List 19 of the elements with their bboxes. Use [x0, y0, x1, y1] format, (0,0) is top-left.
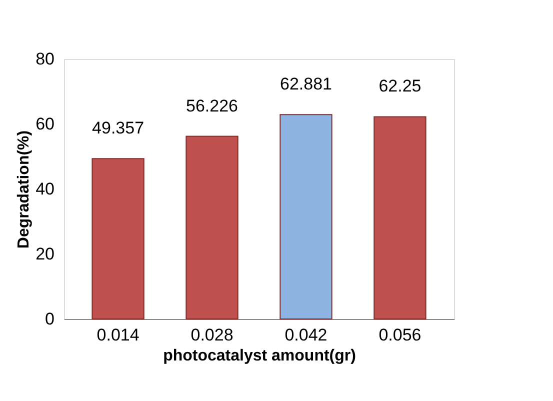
bar [186, 136, 238, 320]
y-axis-title: Degradation(%) [16, 130, 33, 249]
bar [374, 116, 426, 320]
data-label: 56.226 [186, 96, 238, 116]
x-tick-label: 0.056 [378, 326, 422, 344]
y-tick-label: 40 [36, 180, 54, 198]
x-tick-label: 0.042 [284, 326, 328, 344]
y-tick-label: 80 [36, 50, 54, 68]
x-tick-label: 0.028 [190, 326, 234, 344]
y-tick-label: 60 [36, 114, 54, 134]
data-label: 49.357 [92, 118, 144, 138]
y-tick-label: 20 [36, 244, 54, 264]
y-tick-label: 0 [45, 310, 54, 328]
x-tick-label: 0.014 [96, 326, 140, 344]
bar [280, 114, 332, 320]
data-label: 62.881 [280, 74, 332, 94]
x-axis-title: photocatalyst amount(gr) [163, 348, 356, 364]
data-label: 62.25 [378, 76, 422, 96]
bar [92, 158, 144, 320]
